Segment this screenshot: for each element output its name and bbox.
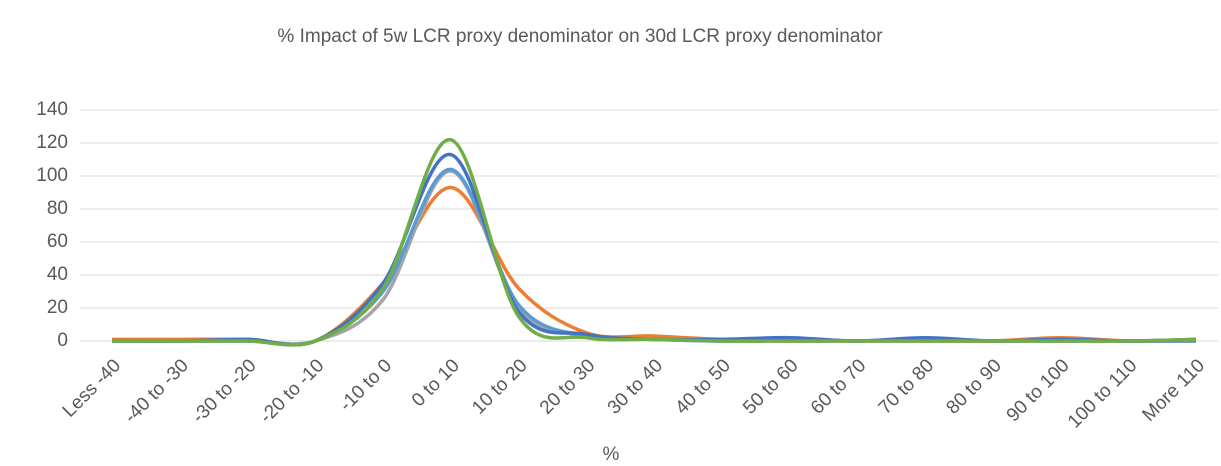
x-tick-label: 30 to 40: [604, 355, 667, 418]
x-tick-label: 40 to 50: [671, 355, 734, 418]
series-line: [111, 152, 1197, 347]
x-tick-label: -20 to -10: [256, 355, 328, 427]
x-tick-label: -10 to 0: [336, 355, 396, 415]
y-tick-label: 60: [47, 231, 68, 252]
x-tick-label: 0 to 10: [408, 355, 464, 411]
series-line: [112, 185, 1197, 347]
chart-title: % Impact of 5w LCR proxy denominator on …: [277, 26, 883, 47]
x-tick-label: Less -40: [59, 355, 125, 421]
y-tick-label: 20: [47, 297, 68, 318]
y-tick-label: 80: [47, 198, 68, 219]
series-line: [111, 167, 1196, 347]
x-tick-label: 10 to 20: [468, 355, 531, 418]
series-line: [111, 137, 1197, 347]
y-tick-label: 100: [36, 165, 68, 186]
y-tick-label: 120: [36, 132, 68, 153]
y-tick-label: 140: [36, 99, 68, 120]
x-tick-label: 60 to 70: [807, 355, 870, 418]
y-tick-label: 40: [47, 264, 68, 285]
x-tick-label: -40 to -30: [120, 355, 192, 427]
x-tick-label: 90 to 100: [1003, 355, 1074, 426]
x-axis-label: %: [603, 444, 620, 465]
series-line: [111, 169, 1196, 346]
x-tick-label: 20 to 30: [536, 355, 599, 418]
x-tick-label: 80 to 90: [942, 355, 1005, 418]
x-tick-label: 70 to 80: [875, 355, 938, 418]
y-tick-label: 0: [57, 330, 68, 351]
x-tick-label: More 110: [1138, 355, 1209, 426]
x-tick-label: 50 to 60: [739, 355, 802, 418]
x-tick-label: -30 to -20: [188, 355, 260, 427]
x-tick-label: 100 to 110: [1064, 355, 1141, 432]
